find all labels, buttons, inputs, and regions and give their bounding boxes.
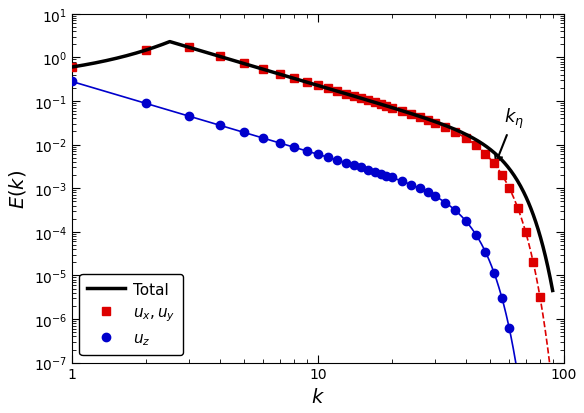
$u_x, u_y$ bbox=[537, 295, 544, 300]
Total bbox=[287, 76, 294, 81]
$u_x, u_y$ bbox=[408, 112, 415, 117]
$u_x, u_y$ bbox=[186, 46, 193, 51]
$u_x, u_y$ bbox=[416, 115, 423, 120]
Total bbox=[353, 95, 360, 100]
Total bbox=[549, 288, 556, 293]
$u_x, u_y$ bbox=[463, 136, 470, 141]
$u_z$ bbox=[377, 172, 384, 177]
$u_x, u_y$ bbox=[432, 121, 439, 126]
$u_x, u_y$ bbox=[142, 48, 150, 53]
Legend: Total, $u_x, u_y$, $u_z$: Total, $u_x, u_y$, $u_z$ bbox=[79, 274, 183, 355]
$u_z$ bbox=[482, 250, 489, 255]
$u_z$ bbox=[68, 80, 75, 85]
$u_z$ bbox=[186, 114, 193, 119]
$u_x, u_y$ bbox=[383, 104, 390, 109]
$u_x, u_y$ bbox=[491, 161, 498, 166]
$u_z$ bbox=[399, 179, 406, 184]
$u_x, u_y$ bbox=[506, 186, 513, 191]
Total bbox=[154, 45, 161, 50]
$u_z$ bbox=[364, 168, 371, 173]
$u_x, u_y$ bbox=[290, 77, 297, 82]
Text: $k_{\eta}$: $k_{\eta}$ bbox=[495, 106, 524, 163]
$u_x, u_y$ bbox=[472, 144, 479, 149]
$u_z$ bbox=[498, 296, 505, 301]
$u_z$ bbox=[217, 123, 224, 128]
$u_x, u_y$ bbox=[334, 90, 341, 95]
$u_z$ bbox=[142, 102, 150, 107]
$u_x, u_y$ bbox=[371, 101, 378, 106]
$u_z$ bbox=[303, 149, 310, 154]
$u_x, u_y$ bbox=[217, 55, 224, 60]
$u_z$ bbox=[451, 208, 458, 213]
$u_x, u_y$ bbox=[364, 99, 371, 104]
$u_x, u_y$ bbox=[388, 106, 395, 111]
$u_x, u_y$ bbox=[260, 68, 267, 73]
$u_x, u_y$ bbox=[530, 260, 537, 265]
Total bbox=[193, 48, 200, 53]
$u_x, u_y$ bbox=[522, 230, 529, 235]
$u_z$ bbox=[290, 145, 297, 150]
Total bbox=[166, 40, 173, 45]
$u_z$ bbox=[506, 326, 513, 331]
Y-axis label: $E(k)$: $E(k)$ bbox=[7, 169, 28, 208]
$u_z$ bbox=[388, 176, 395, 180]
Total bbox=[431, 120, 438, 125]
$u_z$ bbox=[442, 201, 449, 206]
Line: $u_x, u_y$: $u_x, u_y$ bbox=[68, 44, 544, 301]
$u_z$ bbox=[515, 373, 522, 378]
Total bbox=[390, 107, 397, 112]
Line: Total: Total bbox=[72, 43, 552, 291]
$u_z$ bbox=[357, 166, 364, 171]
$u_x, u_y$ bbox=[325, 87, 332, 92]
$u_z$ bbox=[491, 271, 498, 275]
$u_x, u_y$ bbox=[350, 95, 357, 100]
$u_z$ bbox=[260, 136, 267, 141]
$u_z$ bbox=[350, 163, 357, 168]
$u_z$ bbox=[472, 233, 479, 238]
$u_z$ bbox=[240, 131, 247, 135]
$u_z$ bbox=[416, 187, 423, 192]
$u_x, u_y$ bbox=[451, 130, 458, 135]
Line: $u_z$: $u_z$ bbox=[68, 78, 544, 413]
$u_x, u_y$ bbox=[425, 118, 432, 123]
$u_z$ bbox=[408, 183, 415, 188]
$u_x, u_y$ bbox=[482, 152, 489, 157]
Total bbox=[68, 65, 75, 70]
$u_x, u_y$ bbox=[357, 97, 364, 102]
$u_z$ bbox=[276, 141, 283, 146]
X-axis label: $k$: $k$ bbox=[311, 387, 325, 406]
$u_z$ bbox=[432, 194, 439, 199]
$u_x, u_y$ bbox=[303, 81, 310, 85]
$u_x, u_y$ bbox=[377, 102, 384, 107]
$u_z$ bbox=[314, 152, 321, 157]
$u_z$ bbox=[342, 161, 349, 166]
$u_x, u_y$ bbox=[240, 62, 247, 67]
$u_z$ bbox=[383, 174, 390, 179]
$u_x, u_y$ bbox=[442, 126, 449, 131]
$u_z$ bbox=[371, 170, 378, 175]
$u_z$ bbox=[425, 190, 432, 195]
$u_z$ bbox=[334, 158, 341, 163]
$u_x, u_y$ bbox=[276, 72, 283, 77]
$u_x, u_y$ bbox=[498, 173, 505, 178]
$u_x, u_y$ bbox=[515, 206, 522, 211]
$u_x, u_y$ bbox=[314, 84, 321, 89]
$u_x, u_y$ bbox=[68, 65, 75, 70]
$u_x, u_y$ bbox=[399, 109, 406, 114]
$u_z$ bbox=[463, 219, 470, 224]
$u_x, u_y$ bbox=[342, 92, 349, 97]
$u_z$ bbox=[325, 155, 332, 160]
